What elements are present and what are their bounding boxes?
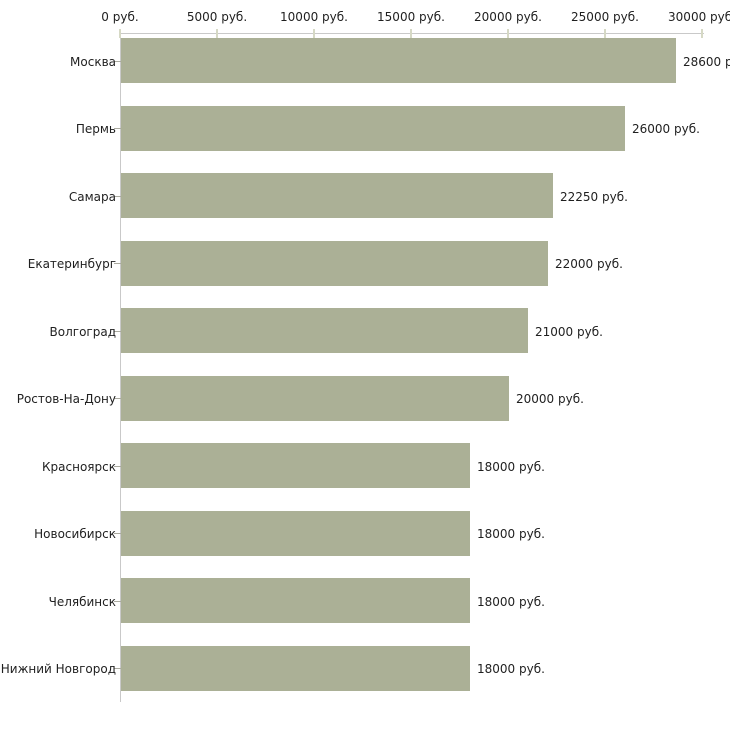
x-axis-tick: [701, 29, 703, 38]
x-axis-tick-label: 30000 руб.: [668, 10, 730, 24]
value-label: 26000 руб.: [632, 122, 700, 136]
y-axis-tick: [114, 330, 121, 332]
x-axis-tick: [604, 29, 606, 38]
category-label: Самара: [68, 189, 116, 204]
y-axis-tick: [114, 128, 121, 129]
y-axis-tick: [114, 465, 121, 467]
y-axis-tick: [114, 398, 121, 399]
category-label: Волгоград: [49, 324, 116, 339]
value-label: 22250 руб.: [560, 189, 628, 204]
value-label: 18000 руб.: [477, 594, 545, 609]
category-label: Челябинск: [48, 594, 116, 609]
value-label: 22000 руб.: [555, 257, 623, 271]
category-label: Екатеринбург: [27, 257, 116, 271]
bar-7: [121, 443, 470, 488]
bar-2: [121, 105, 625, 151]
y-axis-line: [120, 33, 121, 702]
value-label: 18000 руб.: [477, 459, 545, 474]
x-axis-tick: [410, 29, 412, 38]
x-axis-tick: [507, 29, 509, 38]
category-label: Красноярск: [42, 459, 116, 474]
value-label: 18000 руб.: [477, 662, 545, 676]
x-axis-tick: [216, 29, 218, 38]
x-axis-tick: [119, 29, 121, 38]
category-label: Ростов-На-Дону: [16, 392, 116, 406]
category-label: Москва: [70, 54, 116, 69]
bar-8: [121, 510, 470, 556]
value-label: 18000 руб.: [477, 527, 545, 541]
x-axis-tick: [313, 29, 315, 38]
value-label: 20000 руб.: [516, 392, 584, 406]
bar-3: [121, 173, 553, 218]
y-axis-tick: [114, 600, 121, 602]
x-axis-tick-label: 25000 руб.: [571, 10, 639, 24]
bar-9: [121, 578, 470, 623]
y-axis-tick: [114, 195, 121, 197]
bar-5: [121, 308, 528, 353]
y-axis-tick: [114, 263, 121, 264]
y-axis-tick: [114, 533, 121, 534]
category-label: Новосибирск: [34, 527, 116, 541]
x-axis-tick-label: 0 руб.: [101, 10, 139, 24]
bar-10: [121, 645, 470, 691]
category-label: Нижний Новгород: [0, 662, 116, 676]
bar-1: [121, 38, 676, 83]
x-axis-tick-label: 10000 руб.: [280, 10, 348, 24]
x-axis-line: [120, 33, 704, 34]
bar-6: [121, 375, 509, 421]
value-label: 21000 руб.: [535, 324, 603, 339]
x-axis-tick-label: 20000 руб.: [474, 10, 542, 24]
x-axis-tick-label: 5000 руб.: [186, 10, 248, 24]
y-axis-tick: [114, 60, 121, 62]
category-label: Пермь: [75, 122, 116, 136]
x-axis-tick-label: 15000 руб.: [377, 10, 445, 24]
y-axis-tick: [114, 668, 121, 669]
value-label: 28600 руб.: [683, 54, 730, 69]
bar-4: [121, 240, 548, 286]
